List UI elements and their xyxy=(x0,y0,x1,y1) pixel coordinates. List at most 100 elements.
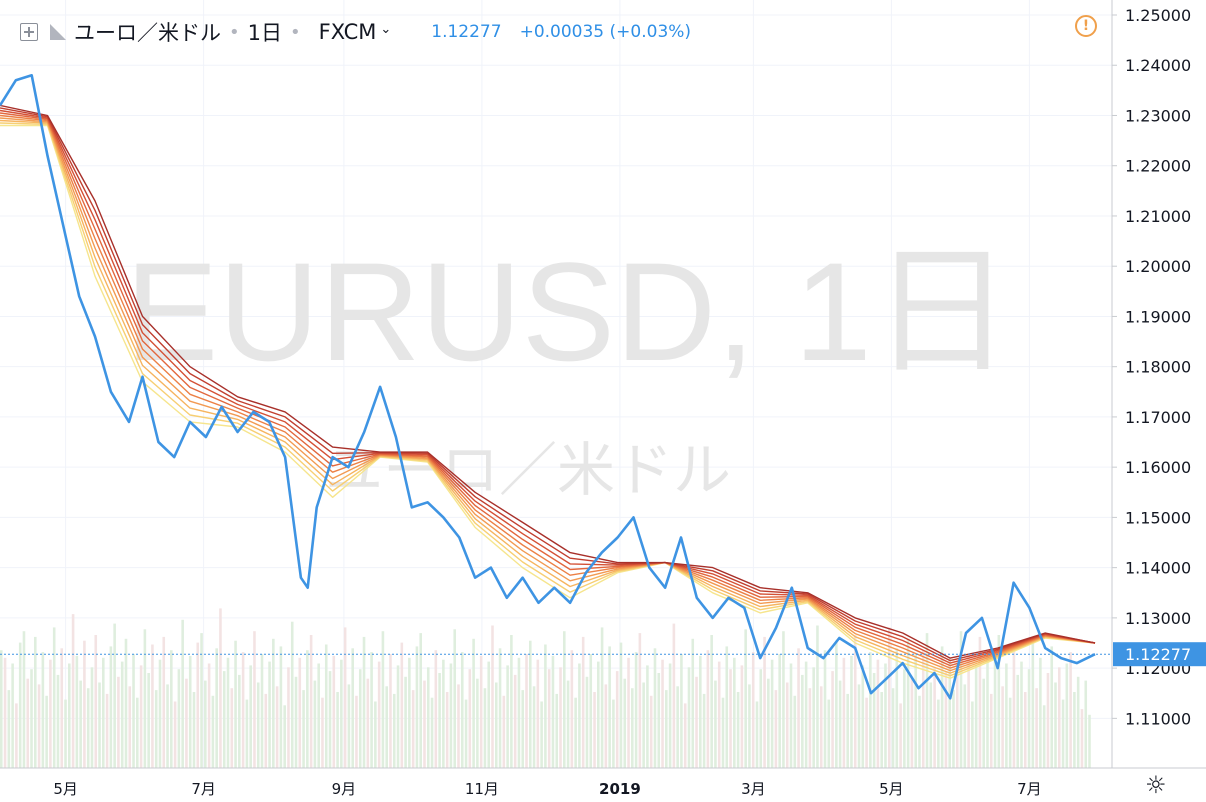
source-label[interactable]: FXCM xyxy=(318,20,377,44)
volume-bar xyxy=(1027,669,1031,768)
ma-line xyxy=(0,107,1096,662)
volume-bar xyxy=(521,690,525,768)
volume-bar xyxy=(211,695,215,768)
volume-bar xyxy=(1057,667,1061,768)
volume-bar xyxy=(442,659,445,768)
volume-bar xyxy=(355,695,358,768)
price-tick-label: 1.21000 xyxy=(1125,207,1191,226)
volume-bar xyxy=(56,674,60,768)
symbol-name[interactable]: ユーロ／米ドル xyxy=(74,21,221,45)
price-tick-label: 1.24000 xyxy=(1125,56,1191,75)
volume-bar xyxy=(846,693,849,768)
volume-bar xyxy=(729,669,732,768)
volume-bar xyxy=(808,688,812,768)
volume-bar xyxy=(94,635,98,768)
volume-bar xyxy=(944,671,948,768)
volume-bar xyxy=(785,682,789,768)
volume-bar xyxy=(884,663,887,768)
volume-bar xyxy=(646,665,649,768)
volume-bar xyxy=(831,671,834,768)
volume-bar xyxy=(1088,714,1091,768)
current-price-label: 1.12277 xyxy=(1113,642,1206,667)
volume-bar xyxy=(933,667,936,768)
volume-bar xyxy=(11,663,14,768)
chevron-down-icon[interactable]: ⌄ xyxy=(380,21,392,37)
ma-line xyxy=(0,112,1096,667)
volume-bar xyxy=(721,697,725,768)
volume-bar xyxy=(993,659,997,768)
volume-bar xyxy=(253,631,256,768)
volume-bar xyxy=(68,663,71,768)
volume-bar xyxy=(154,690,158,768)
volume-bar xyxy=(219,608,222,768)
volume-bar xyxy=(597,661,600,768)
volume-bar xyxy=(370,652,373,768)
alert-icon[interactable]: ! xyxy=(1075,15,1097,37)
volume-bar xyxy=(823,650,827,768)
gear-icon[interactable]: ☼ xyxy=(1145,771,1167,799)
volume-bar xyxy=(672,623,676,768)
volume-bar xyxy=(604,684,608,768)
volume-bar xyxy=(324,644,328,768)
volume-bar xyxy=(351,648,354,768)
volume-bar xyxy=(1050,646,1054,768)
plus-square-icon[interactable] xyxy=(20,23,38,41)
volume-bar xyxy=(79,680,82,768)
volume-bar xyxy=(683,703,687,768)
volume-bar xyxy=(559,667,562,768)
volume-bar xyxy=(544,644,547,768)
volume-bar xyxy=(887,627,891,768)
price-tick-label: 1.17000 xyxy=(1125,408,1191,427)
time-tick-label: 9月 xyxy=(332,780,357,798)
volume-bar xyxy=(7,690,11,768)
volume-bars xyxy=(0,608,1091,768)
volume-bar xyxy=(782,631,785,768)
volume-bar xyxy=(1016,674,1020,768)
time-axis[interactable]: 5月 7月 9月 11月 2019 3月 5月 7月 xyxy=(0,767,1206,798)
ma-line xyxy=(0,119,1096,674)
volume-bar xyxy=(1061,699,1065,768)
volume-bar xyxy=(574,697,577,768)
price-axis[interactable]: 1.25000 1.24000 1.23000 1.22000 1.21000 1.200… xyxy=(1111,0,1191,768)
ma-line xyxy=(0,117,1096,672)
volume-bar xyxy=(449,663,453,768)
volume-bar xyxy=(563,631,566,768)
volume-bar xyxy=(959,631,963,768)
volume-bar xyxy=(64,699,67,768)
volume-bar xyxy=(71,614,75,768)
volume-bar xyxy=(699,655,702,768)
volume-bar xyxy=(1035,688,1038,768)
volume-bar xyxy=(744,629,747,768)
flag-icon[interactable] xyxy=(50,24,66,40)
interval-label[interactable]: 1日 xyxy=(247,21,282,45)
price-tick-label: 1.18000 xyxy=(1125,358,1191,377)
volume-bar xyxy=(668,663,672,768)
volume-bar xyxy=(279,646,283,768)
volume-bar xyxy=(30,669,33,768)
separator-dot: • xyxy=(290,21,301,43)
volume-bar xyxy=(358,669,362,768)
volume-bar xyxy=(196,642,200,768)
volume-bar xyxy=(98,682,101,768)
volume-bar xyxy=(714,680,717,768)
volume-bar xyxy=(49,659,52,768)
volume-bar xyxy=(619,642,623,768)
volume-bar xyxy=(381,631,385,768)
volume-bar xyxy=(192,692,196,768)
volume-bar xyxy=(102,657,105,768)
price-tick-label: 1.23000 xyxy=(1125,106,1191,125)
volume-bar xyxy=(676,686,679,768)
volume-bar xyxy=(612,699,615,768)
volume-bar xyxy=(268,661,271,768)
volume-bar xyxy=(767,678,770,768)
volume-bar xyxy=(925,633,929,768)
volume-bar xyxy=(238,674,241,768)
volume-bar xyxy=(774,690,778,768)
volume-bar xyxy=(540,701,543,768)
volume-bar xyxy=(275,686,279,768)
volume-bar xyxy=(937,699,940,768)
volume-bar xyxy=(1076,676,1080,768)
volume-bar xyxy=(910,676,914,768)
volume-bar xyxy=(967,654,970,768)
